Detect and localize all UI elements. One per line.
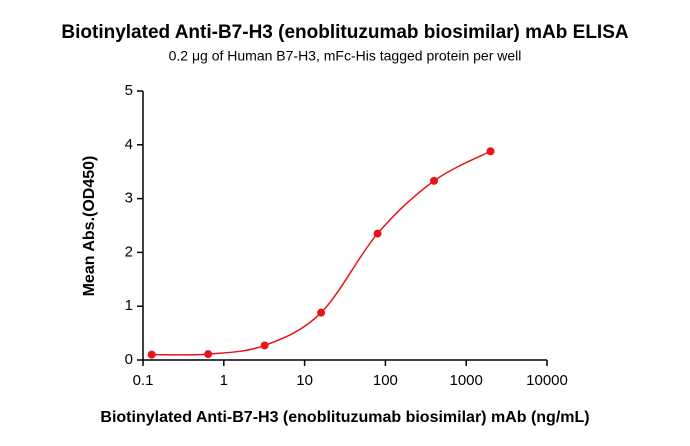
fit-curve xyxy=(151,150,491,356)
y-tick-label: 3 xyxy=(125,190,133,207)
data-point xyxy=(260,341,269,350)
data-point xyxy=(430,176,439,185)
chart-title: Biotinylated Anti-B7-H3 (enoblituzumab b… xyxy=(61,22,628,43)
y-tick-label: 2 xyxy=(125,243,133,260)
data-point xyxy=(486,147,495,156)
y-tick-label: 0 xyxy=(125,351,133,368)
data-point xyxy=(373,229,382,238)
data-point xyxy=(147,350,156,359)
x-tick-label: 100 xyxy=(373,372,398,389)
x-tick-label: 1000 xyxy=(450,372,483,389)
x-tick-label: 0.1 xyxy=(133,372,154,389)
x-tick-label: 10 xyxy=(296,372,313,389)
x-axis-label: Biotinylated Anti-B7-H3 (enoblituzumab b… xyxy=(100,409,589,426)
x-tick-label: 10000 xyxy=(526,372,568,389)
y-tick-label: 1 xyxy=(125,297,133,314)
y-tick-label: 5 xyxy=(125,82,133,99)
data-point xyxy=(204,350,213,359)
chart-subtitle: 0.2 μg of Human B7-H3, mFc-His tagged pr… xyxy=(169,48,522,64)
data-point xyxy=(317,308,326,317)
y-axis-label: Mean Abs.(OD450) xyxy=(81,156,98,297)
y-tick-label: 4 xyxy=(125,136,133,153)
x-tick-label: 1 xyxy=(220,372,228,389)
